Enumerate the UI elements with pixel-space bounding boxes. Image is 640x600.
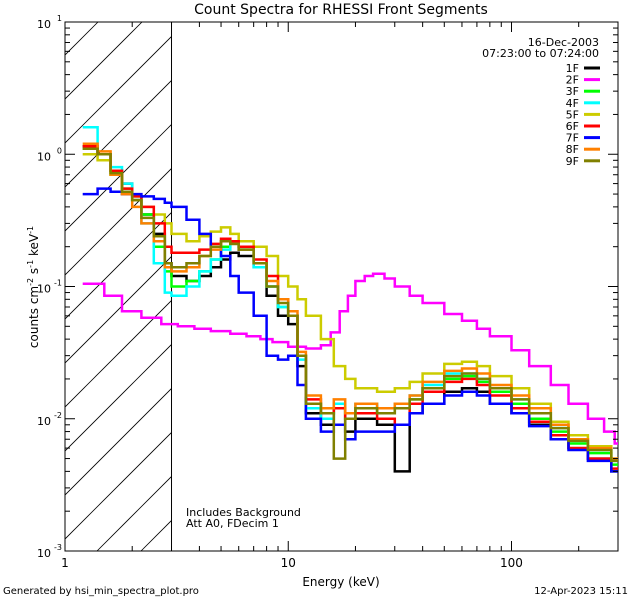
chart-title: Count Spectra for RHESSI Front Segments <box>194 2 488 18</box>
y-tick-label-exponent: -1 <box>54 279 62 288</box>
legend-label-1f: 1F <box>566 62 579 75</box>
spectra-series <box>82 126 618 473</box>
y-tick-label-exponent: 1 <box>57 14 62 23</box>
series-line-9f <box>82 147 618 463</box>
y-tick-label: 10 <box>37 18 51 31</box>
hatch-line <box>65 79 172 188</box>
series-line-5f <box>82 153 618 460</box>
plot-frame <box>64 21 619 552</box>
attenuator-hatched-region <box>65 22 172 551</box>
legend-label-9f: 9F <box>566 155 579 168</box>
y-axis-label: counts cm-2 s-1 keV-1 <box>26 226 41 348</box>
x-axis-label: Energy (keV) <box>302 575 379 589</box>
legend-time-range: 07:23:00 to 07:24:00 <box>482 47 599 60</box>
series-line-8f <box>82 142 618 460</box>
y-axis-label-base: counts cm <box>27 286 41 348</box>
hatch-line <box>65 387 172 496</box>
x-tick-label: 10 <box>281 556 296 570</box>
annotation-attenuator: Att A0, FDecim 1 <box>186 517 279 530</box>
legend-label-5f: 5F <box>566 108 579 121</box>
legend-label-3f: 3F <box>566 85 579 98</box>
legend-label-4f: 4F <box>566 97 579 110</box>
series-line-2f <box>82 272 618 445</box>
series-line-6f <box>82 144 618 470</box>
y-tick-label-exponent: 0 <box>57 146 62 155</box>
y-tick-label-exponent: -2 <box>54 411 62 420</box>
footer-generated-by: Generated by hsi_min_spectra_plot.pro <box>3 586 199 597</box>
x-tick-label: 100 <box>500 556 523 570</box>
hatch-line <box>65 211 172 320</box>
hatch-line <box>65 255 172 364</box>
annotation-background: Includes Background <box>186 506 301 519</box>
y-tick-label-exponent: -3 <box>54 543 62 552</box>
y-axis-label-mid: s <box>27 268 41 278</box>
y-axis-label-tail: keV <box>27 233 41 260</box>
x-tick-label: 1 <box>61 556 69 570</box>
series-line-3f <box>82 147 618 466</box>
y-axis-label-exp1: -2 <box>26 278 35 286</box>
legend-label-8f: 8F <box>566 143 579 156</box>
legend-label-7f: 7F <box>566 132 579 145</box>
y-axis-label-exp2: -1 <box>26 260 35 268</box>
y-tick-label: 10 <box>37 150 51 163</box>
y-tick-label: 10 <box>37 415 51 428</box>
legend-label-2f: 2F <box>566 74 579 87</box>
legend-label-6f: 6F <box>566 120 579 133</box>
y-tick-label: 10 <box>37 547 51 560</box>
footer-timestamp: 12-Apr-2023 15:11 <box>534 586 628 597</box>
y-tick-label: 10 <box>37 283 51 296</box>
legend: 16-Dec-2003 07:23:00 to 07:24:00 1F2F3F4… <box>482 36 600 168</box>
legend-date: 16-Dec-2003 <box>528 36 599 49</box>
hatch-line <box>65 431 172 540</box>
y-axis-label-exp3: -1 <box>26 226 35 234</box>
series-line-7f <box>82 187 618 473</box>
hatch-line <box>65 35 172 144</box>
